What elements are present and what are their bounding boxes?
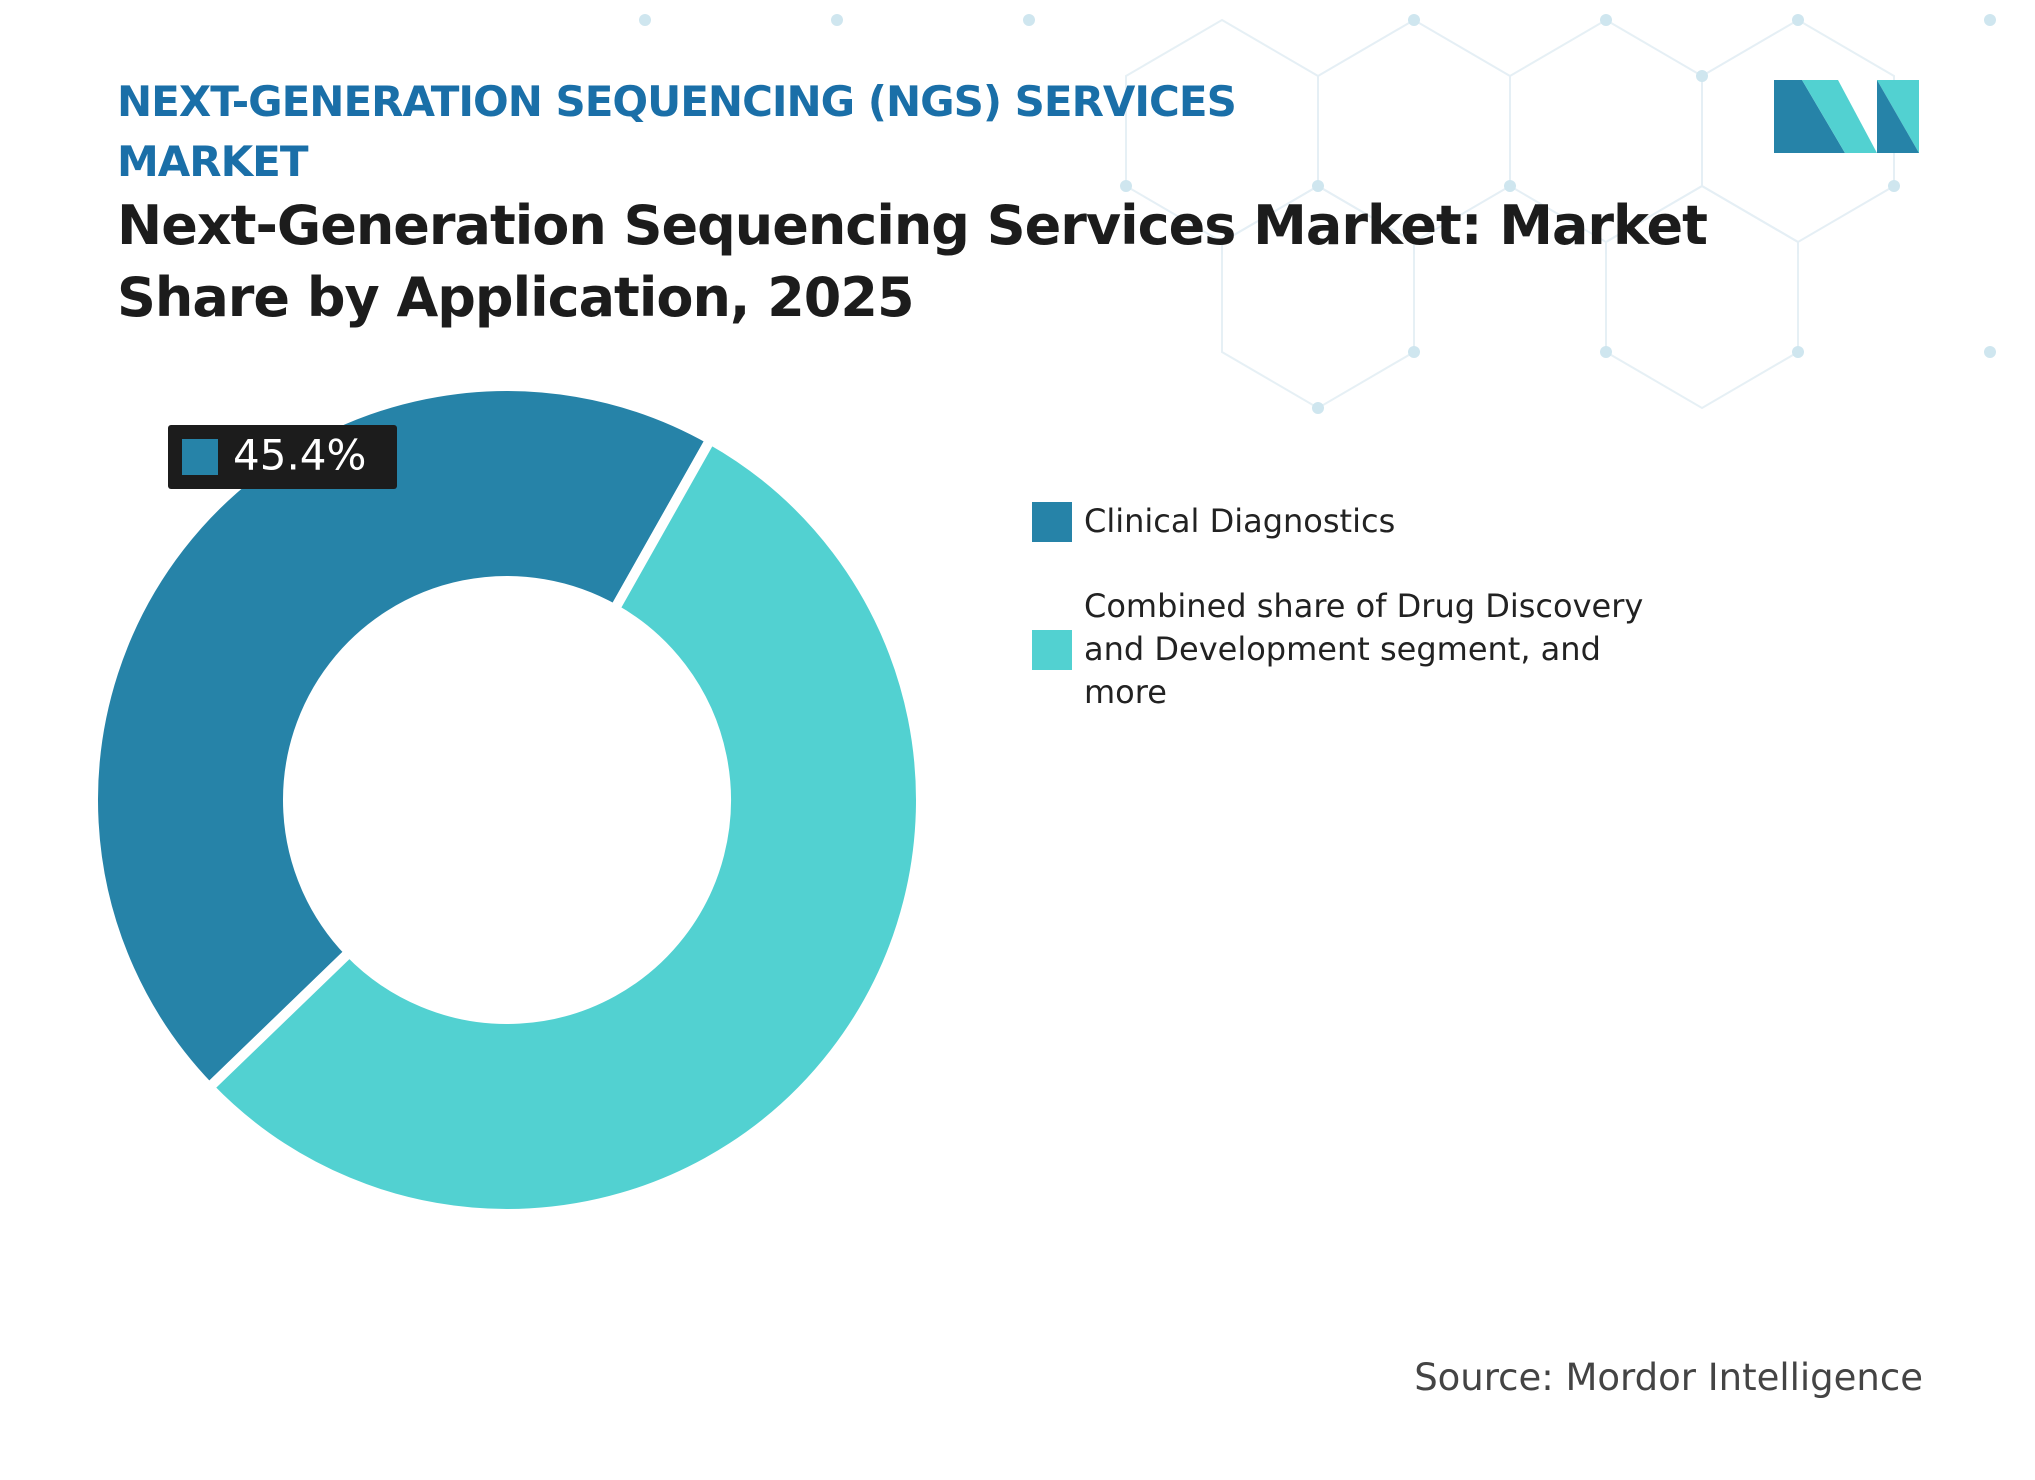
- legend-swatch: [1032, 629, 1072, 670]
- legend-item: Combined share of Drug Discovery and Dev…: [1032, 585, 1644, 714]
- value-label-swatch: [182, 439, 218, 475]
- value-label-text: 45.4%: [233, 431, 366, 480]
- source: Source: Mordor Intelligence: [1414, 1356, 1923, 1399]
- chart-subtitle: NEXT-GENERATION SEQUENCING (NGS) SERVICE…: [117, 77, 1237, 186]
- legend-label: Clinical Diagnostics: [1084, 502, 1396, 540]
- background-dots: [639, 14, 1996, 414]
- logo: [1774, 80, 1919, 153]
- legend-label: Combined share of Drug Discovery and Dev…: [1084, 587, 1644, 711]
- legend-item: Clinical Diagnostics: [1032, 500, 1644, 543]
- value-label-box: [168, 425, 397, 489]
- legend-swatch: [1032, 501, 1072, 542]
- legend: Clinical Diagnostics Combined share of Dr…: [1032, 500, 1644, 756]
- pie-slice: [202, 432, 926, 1219]
- chart-title: Next-Generation Sequencing Services Mark…: [117, 194, 1708, 329]
- pie-slice: [88, 381, 718, 1095]
- value-label: 45.4%: [168, 425, 397, 489]
